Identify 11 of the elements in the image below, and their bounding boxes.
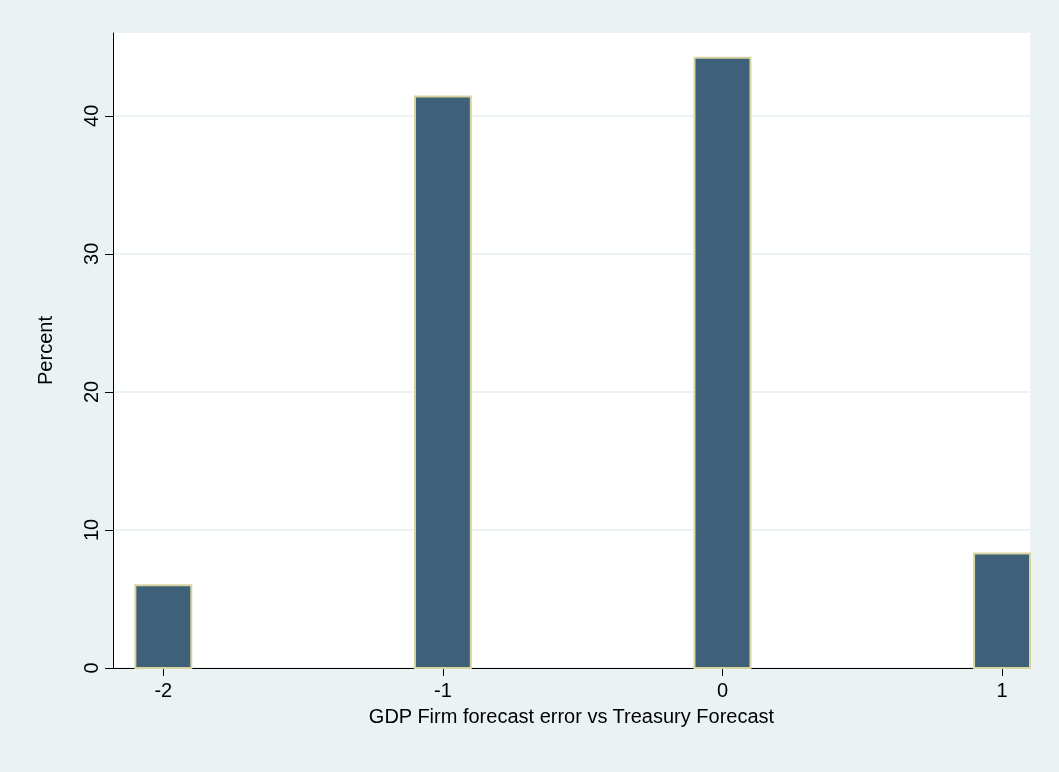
y-tick-label: 30 [80,242,102,265]
y-tick-label: 10 [80,518,102,542]
x-tick-label: -2 [154,679,173,701]
y-tick-label: 20 [80,380,102,404]
y-tick-label: 0 [80,662,102,674]
x-tick-label: 1 [996,679,1008,701]
y-tick-label: 40 [80,104,102,127]
x-tick-label: -1 [434,679,452,701]
x-tick-label: 0 [716,679,729,701]
y-axis-title: Percent [34,315,56,385]
x-axis-title: GDP Firm forecast error vs Treasury Forecast [368,705,775,727]
